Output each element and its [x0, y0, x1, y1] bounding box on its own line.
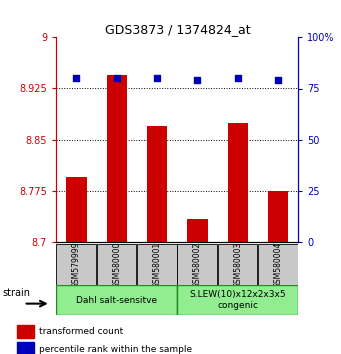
Text: GSM580002: GSM580002: [193, 241, 202, 288]
Title: GDS3873 / 1374824_at: GDS3873 / 1374824_at: [104, 23, 250, 36]
Text: transformed count: transformed count: [39, 327, 123, 336]
Point: [114, 75, 120, 81]
Text: Dahl salt-sensitve: Dahl salt-sensitve: [76, 296, 157, 304]
Point: [74, 75, 79, 81]
Bar: [56, 285, 177, 315]
Text: GSM580000: GSM580000: [112, 241, 121, 288]
Bar: [218, 244, 257, 285]
Bar: [137, 244, 177, 285]
Text: strain: strain: [3, 289, 31, 298]
Text: GSM580004: GSM580004: [274, 241, 283, 288]
Bar: [17, 325, 34, 338]
Bar: [268, 191, 288, 242]
Point: [195, 78, 200, 83]
Bar: [97, 244, 136, 285]
Point: [235, 75, 241, 81]
Bar: [56, 244, 96, 285]
Bar: [17, 342, 34, 354]
Text: percentile rank within the sample: percentile rank within the sample: [39, 344, 192, 354]
Bar: [188, 218, 208, 242]
Bar: [177, 244, 217, 285]
Bar: [258, 244, 298, 285]
Point: [154, 75, 160, 81]
Text: GSM579999: GSM579999: [72, 241, 81, 288]
Bar: [147, 126, 167, 242]
Bar: [177, 285, 298, 315]
Text: GSM580003: GSM580003: [233, 241, 242, 288]
Bar: [66, 177, 87, 242]
Text: S.LEW(10)x12x2x3x5
congenic: S.LEW(10)x12x2x3x5 congenic: [190, 290, 286, 310]
Bar: [107, 75, 127, 242]
Bar: [228, 123, 248, 242]
Point: [276, 78, 281, 83]
Text: GSM580001: GSM580001: [153, 241, 162, 288]
